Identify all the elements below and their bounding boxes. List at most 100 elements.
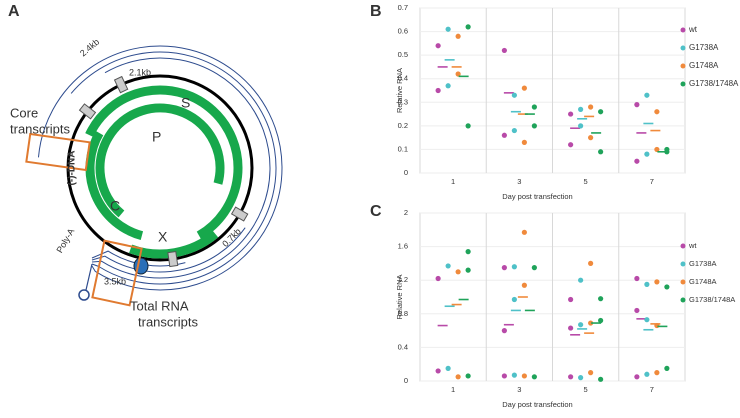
point xyxy=(598,109,604,115)
point xyxy=(598,296,604,302)
point xyxy=(644,151,650,157)
point xyxy=(501,132,507,138)
point xyxy=(445,263,451,269)
hairpin xyxy=(78,289,90,301)
orf-s xyxy=(85,85,243,240)
point xyxy=(568,296,574,303)
point xyxy=(511,92,517,98)
legend-marker xyxy=(680,243,686,249)
legend-label: G1738A xyxy=(689,43,719,52)
panel-label: B xyxy=(370,3,382,20)
point xyxy=(465,267,471,273)
point xyxy=(644,317,650,323)
y-tick-label: 0 xyxy=(404,168,408,177)
transcript xyxy=(37,45,283,291)
promoter xyxy=(230,206,249,222)
legend-marker xyxy=(680,45,686,51)
legend-marker xyxy=(680,261,686,267)
point xyxy=(521,85,527,91)
point xyxy=(531,265,537,271)
y-tick-label: 0.1 xyxy=(398,144,408,153)
point xyxy=(465,373,471,379)
point xyxy=(568,325,574,331)
point xyxy=(521,229,527,235)
point xyxy=(511,372,517,378)
transcript xyxy=(70,51,277,285)
point xyxy=(664,284,670,290)
point xyxy=(435,368,441,374)
legend-marker xyxy=(680,27,686,33)
y-tick-label: 0.2 xyxy=(398,121,408,130)
point xyxy=(445,365,451,371)
x-axis-title: Day post transfection xyxy=(502,400,572,409)
point xyxy=(511,127,517,134)
point xyxy=(501,47,507,54)
x-tick-label: 3 xyxy=(517,385,521,394)
point xyxy=(531,123,537,129)
point xyxy=(588,320,594,326)
legend-marker xyxy=(680,63,686,69)
point xyxy=(634,102,640,108)
point xyxy=(501,328,507,334)
point xyxy=(531,104,537,110)
point xyxy=(501,373,507,379)
point xyxy=(634,374,640,380)
y-tick-label: 0.8 xyxy=(398,309,408,318)
y-tick-label: 0.6 xyxy=(398,27,408,36)
legend-marker xyxy=(680,81,686,87)
legend-label: G1748A xyxy=(689,61,719,70)
point xyxy=(578,375,584,381)
x-tick-label: 3 xyxy=(517,177,521,186)
point xyxy=(578,322,584,328)
label: 2.1kb xyxy=(129,67,151,77)
x-tick-label: 7 xyxy=(650,177,654,186)
x-axis-title: Day post transfection xyxy=(502,192,572,201)
point xyxy=(644,371,650,377)
x-tick-label: 1 xyxy=(451,177,455,186)
point xyxy=(465,123,471,129)
point xyxy=(664,365,670,371)
label: P xyxy=(152,129,161,145)
panel-label: C xyxy=(370,203,382,220)
point xyxy=(511,296,517,303)
point xyxy=(578,123,584,129)
point xyxy=(465,249,471,255)
promoter xyxy=(167,251,179,268)
point xyxy=(501,265,507,271)
orf-p xyxy=(95,103,225,218)
point xyxy=(568,111,574,117)
label: 3.5kb xyxy=(104,276,126,286)
legend-marker xyxy=(680,279,686,285)
point xyxy=(568,374,574,380)
label: (-)-DNA xyxy=(67,151,78,186)
label: transcripts xyxy=(138,314,198,329)
core-box xyxy=(25,132,91,172)
point xyxy=(435,275,441,282)
point xyxy=(455,33,461,39)
label: X xyxy=(158,229,168,245)
point xyxy=(521,139,527,145)
label: Total RNA xyxy=(130,298,189,313)
label: transcripts xyxy=(10,121,70,136)
point xyxy=(531,374,537,380)
y-tick-label: 2 xyxy=(404,208,408,217)
x-tick-label: 5 xyxy=(584,385,588,394)
y-tick-label: 0.4 xyxy=(398,74,408,83)
y-tick-label: 0 xyxy=(404,376,408,385)
label: Poly-A xyxy=(54,227,76,255)
point xyxy=(654,109,660,115)
point xyxy=(588,135,594,141)
y-tick-label: 0.5 xyxy=(398,50,408,59)
y-axis-title: Relative RNA xyxy=(395,274,404,319)
label: Core xyxy=(10,105,38,120)
label: 0.7kb xyxy=(220,226,243,249)
label: C xyxy=(110,198,120,214)
point xyxy=(578,106,584,112)
point xyxy=(455,71,461,77)
point xyxy=(465,24,471,30)
point xyxy=(445,26,451,32)
point xyxy=(598,317,604,324)
legend-label: G1738/1748A xyxy=(689,79,739,88)
